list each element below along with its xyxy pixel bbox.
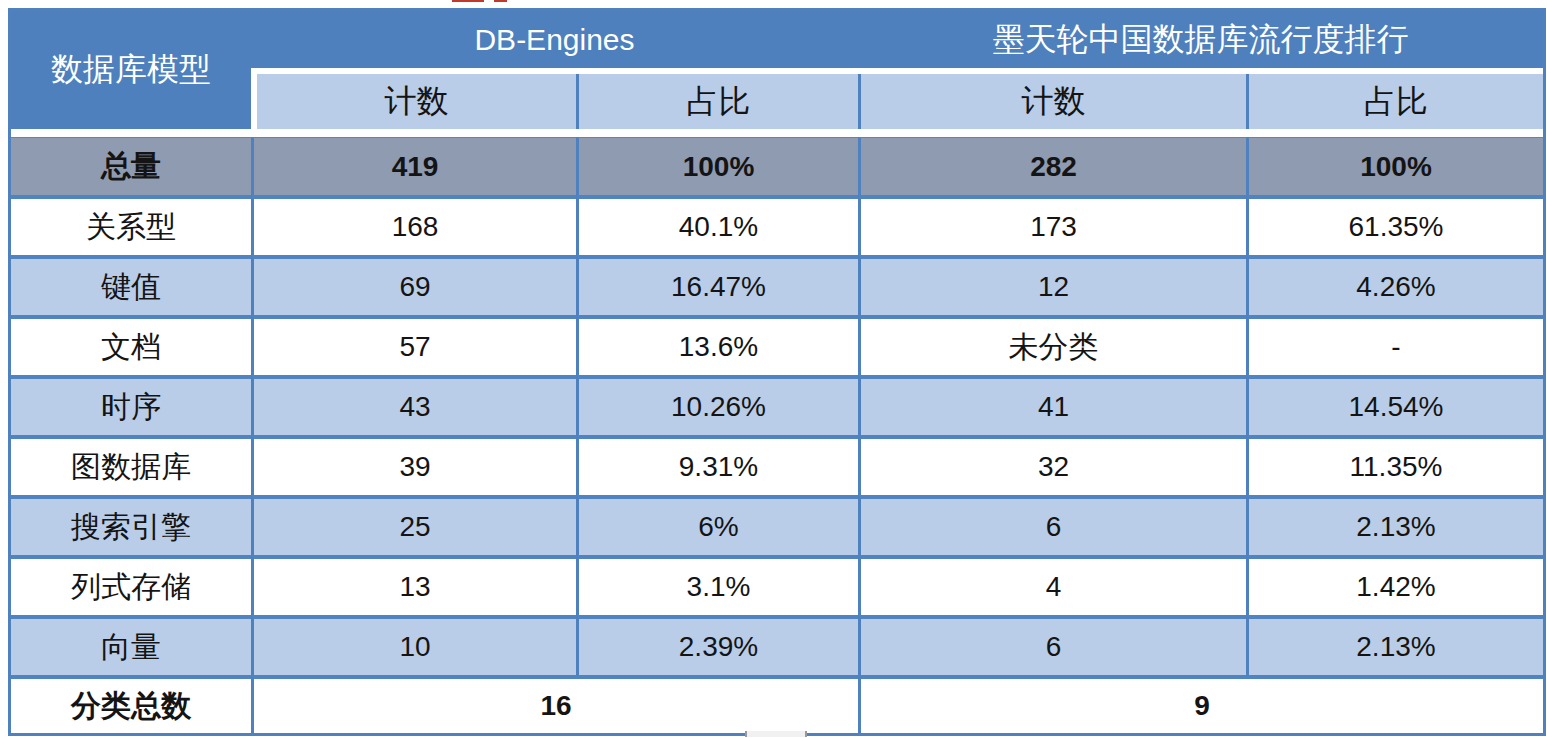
- footer-row-label: 分类总数: [11, 675, 251, 733]
- cell-value: 6: [858, 615, 1246, 675]
- total-cell: 419: [251, 137, 576, 195]
- subheader-modb-share: 占比: [1246, 74, 1543, 129]
- cell-value: 4.26%: [1246, 255, 1543, 315]
- corner-header-database-model: 数据库模型: [11, 11, 251, 129]
- cell-value: 9.31%: [576, 435, 858, 495]
- group-header-db-engines: DB-Engines: [251, 11, 858, 68]
- row-label: 关系型: [11, 195, 251, 255]
- total-row-label: 总量: [11, 137, 251, 195]
- top-crop-artifact-red-line: [452, 0, 484, 2]
- cell-value: 1.42%: [1246, 555, 1543, 615]
- cell-value: 6%: [576, 495, 858, 555]
- row-label: 时序: [11, 375, 251, 435]
- cell-value: 43: [251, 375, 576, 435]
- row-label: 向量: [11, 615, 251, 675]
- cell-value: 未分类: [858, 315, 1246, 375]
- cell-value: 168: [251, 195, 576, 255]
- cell-value: 69: [251, 255, 576, 315]
- cell-value: 173: [858, 195, 1246, 255]
- cell-value: 39: [251, 435, 576, 495]
- row-label: 图数据库: [11, 435, 251, 495]
- cell-value: 57: [251, 315, 576, 375]
- cell-value: 40.1%: [576, 195, 858, 255]
- cell-value: 16.47%: [576, 255, 858, 315]
- cell-value: 4: [858, 555, 1246, 615]
- footer-dbengines-category-count: 16: [251, 675, 858, 733]
- cell-value: 2.39%: [576, 615, 858, 675]
- row-label: 搜索引擎: [11, 495, 251, 555]
- cell-value: 14.54%: [1246, 375, 1543, 435]
- total-cell: 282: [858, 137, 1246, 195]
- cell-value: 10: [251, 615, 576, 675]
- database-model-comparison-table: 数据库模型 DB-Engines 墨天轮中国数据库流行度排行 计数 占比 计数 …: [8, 8, 1546, 736]
- cell-value: -: [1246, 315, 1543, 375]
- cell-value: 13: [251, 555, 576, 615]
- cell-value: 12: [858, 255, 1246, 315]
- cell-value: 41: [858, 375, 1246, 435]
- cell-value: 6: [858, 495, 1246, 555]
- subheader-dbengines-count: 计数: [251, 74, 576, 129]
- cell-value: 25: [251, 495, 576, 555]
- total-cell: 100%: [1246, 137, 1543, 195]
- row-label: 键值: [11, 255, 251, 315]
- cell-value: 13.6%: [576, 315, 858, 375]
- cell-value: 61.35%: [1246, 195, 1543, 255]
- row-label: 文档: [11, 315, 251, 375]
- top-crop-artifact-red-dash: [494, 0, 507, 2]
- cell-value: 2.13%: [1246, 495, 1543, 555]
- cell-value: 11.35%: [1246, 435, 1543, 495]
- footer-modb-category-count: 9: [858, 675, 1543, 733]
- cell-value: 32: [858, 435, 1246, 495]
- bottom-crop-artifact-gray-bar: [745, 731, 807, 737]
- cell-value: 10.26%: [576, 375, 858, 435]
- subheader-dbengines-share: 占比: [576, 74, 858, 129]
- cell-value: 2.13%: [1246, 615, 1543, 675]
- cell-value: 3.1%: [576, 555, 858, 615]
- group-header-modb-ranking: 墨天轮中国数据库流行度排行: [858, 11, 1543, 68]
- total-cell: 100%: [576, 137, 858, 195]
- page: 数据库模型 DB-Engines 墨天轮中国数据库流行度排行 计数 占比 计数 …: [0, 0, 1547, 738]
- row-label: 列式存储: [11, 555, 251, 615]
- subheader-modb-count: 计数: [858, 74, 1246, 129]
